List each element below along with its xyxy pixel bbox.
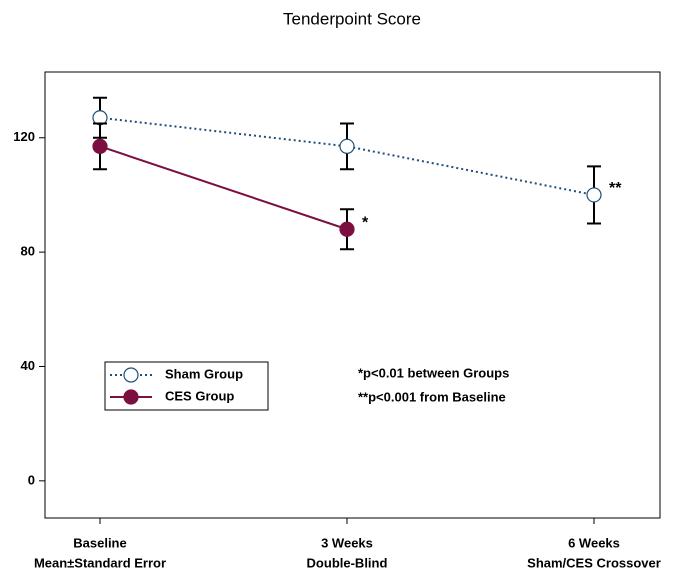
- plot-frame: [44, 71, 661, 519]
- annotation: **p<0.001 from Baseline: [358, 389, 506, 404]
- x-tick-label: 3 Weeks: [321, 535, 373, 550]
- y-tick-label: 40: [21, 358, 35, 373]
- marker: [339, 221, 355, 237]
- marker: [586, 187, 602, 203]
- x-tick-sublabel: Mean±Standard Error: [34, 555, 166, 570]
- marker: [92, 138, 108, 154]
- x-tick-label: Baseline: [73, 535, 126, 550]
- y-tick-label: 120: [13, 129, 35, 144]
- x-tick-label: 6 Weeks: [568, 535, 620, 550]
- legend-label: CES Group: [165, 388, 234, 403]
- legend-marker: [123, 367, 139, 383]
- legend-marker: [123, 389, 139, 405]
- y-tick-label: 80: [21, 244, 35, 259]
- point-label: **: [609, 180, 622, 197]
- x-tick-sublabel: Double-Blind: [307, 555, 388, 570]
- series-line: [99, 145, 348, 231]
- y-tick-label: 0: [28, 472, 35, 487]
- marker: [339, 138, 355, 154]
- x-tick-sublabel: Sham/CES Crossover: [527, 555, 661, 570]
- point-label: *: [362, 214, 369, 231]
- chart-title: Tenderpoint Score: [283, 9, 421, 28]
- legend-label: Sham Group: [165, 366, 243, 381]
- series-line: [99, 116, 595, 196]
- annotation: *p<0.01 between Groups: [358, 365, 509, 380]
